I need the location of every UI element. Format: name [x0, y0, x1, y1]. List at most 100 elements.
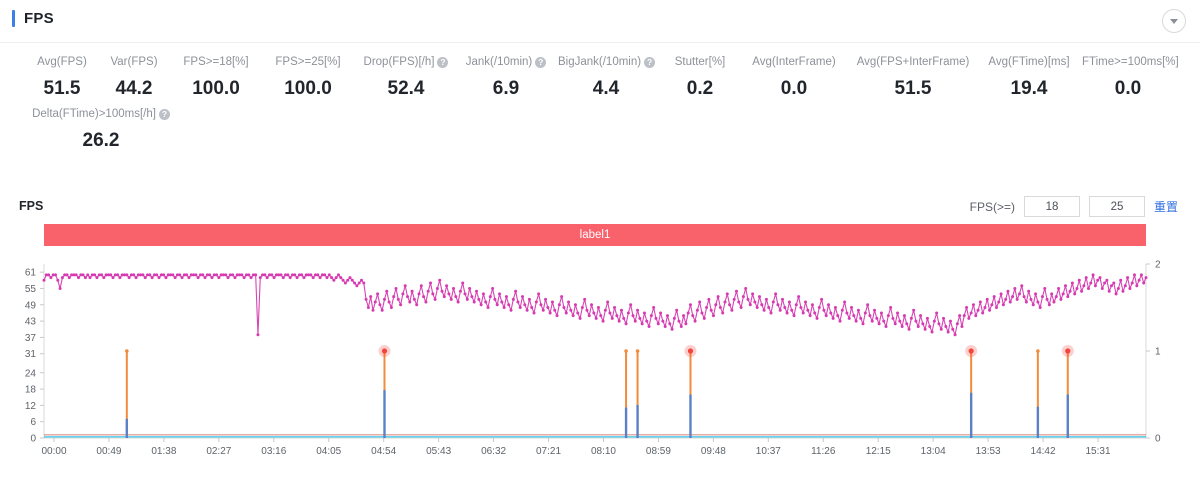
metric-delta-ftime-100ms-h: Delta(FTime)>100ms[/h]? 26.2: [26, 104, 176, 156]
metric-label-text: Avg(FPS+InterFrame): [856, 56, 970, 68]
metric-label-text: BigJank(/10min): [558, 56, 642, 68]
svg-text:04:54: 04:54: [371, 446, 396, 456]
label-banner[interactable]: label1: [44, 224, 1146, 246]
svg-text:13:04: 13:04: [921, 446, 946, 456]
svg-text:05:43: 05:43: [426, 446, 451, 456]
metric-label-text: Avg(InterFrame): [752, 56, 836, 68]
metric-label-text: Jank(/10min): [465, 56, 533, 68]
metric-label: FPS>=18[%]: [183, 53, 248, 71]
svg-text:08:10: 08:10: [591, 446, 616, 456]
svg-text:18: 18: [25, 385, 37, 396]
metric-label-text: Delta(FTime)>100ms[/h]: [32, 108, 156, 120]
metric-var-fps: Var(FPS) 44.2: [98, 52, 170, 104]
metric-bigjank-10min: BigJank(/10min)? 4.4: [554, 52, 658, 104]
metric-label: Avg(InterFrame): [752, 53, 836, 71]
metric-label: BigJank(/10min)?: [558, 53, 656, 71]
svg-text:12: 12: [25, 401, 37, 412]
metric-label: FPS>=25[%]: [275, 53, 340, 71]
svg-text:08:59: 08:59: [646, 446, 671, 456]
metric-avg-ftime-ms: Avg(FTime)[ms] 19.4: [980, 52, 1078, 104]
svg-text:12:15: 12:15: [866, 446, 891, 456]
metric-value: 100.0: [284, 78, 332, 99]
svg-text:01:38: 01:38: [151, 446, 176, 456]
svg-text:55: 55: [25, 284, 37, 295]
svg-text:0: 0: [30, 434, 36, 445]
metrics-row-primary: Avg(FPS) 51.5 Var(FPS) 44.2 FPS>=18[%] 100.0 F…: [0, 52, 1200, 104]
metric-drop-fps-h: Drop(FPS)[/h]? 52.4: [354, 52, 458, 104]
metric-label-text: Stutter[%]: [674, 56, 726, 68]
metric-value: 0.0: [780, 78, 808, 99]
metric-value: 44.2: [115, 78, 153, 99]
fps-threshold-low-input[interactable]: [1023, 196, 1080, 217]
collapse-panel-button[interactable]: [1162, 9, 1186, 33]
metric-label-text: FPS>=18[%]: [183, 56, 249, 68]
metric-label: Stutter[%]: [675, 53, 726, 71]
metric-value: 0.0: [1114, 78, 1142, 99]
svg-text:07:21: 07:21: [536, 446, 561, 456]
page-title: FPS: [12, 10, 54, 27]
metric-value: 51.5: [43, 78, 81, 99]
metrics-summary: Avg(FPS) 51.5 Var(FPS) 44.2 FPS>=18[%] 100.0 F…: [0, 52, 1200, 156]
chart-header: FPS FPS(>=) 重置: [0, 196, 1200, 222]
metric-label-text: FTime>=100ms[%]: [1082, 56, 1179, 68]
chevron-down-icon: [1170, 18, 1178, 24]
help-icon[interactable]: ?: [535, 56, 547, 68]
svg-text:1: 1: [1155, 347, 1161, 358]
metric-value: 52.4: [387, 78, 425, 99]
metric-label: Avg(FTime)[ms]: [988, 53, 1069, 71]
chart-title: FPS: [19, 199, 44, 213]
fps-plot[interactable]: 0 6 12 18 24 31 37 43 49 55 61 0 1 2 00:00 00:49 01:38 02…: [0, 256, 1200, 458]
help-icon[interactable]: ?: [644, 56, 656, 68]
svg-text:6: 6: [30, 417, 36, 428]
metric-label: Avg(FPS+InterFrame): [857, 53, 970, 71]
label-banner-text: label1: [579, 229, 611, 241]
svg-text:0: 0: [1155, 434, 1161, 445]
panel-header: FPS: [0, 0, 1200, 43]
metric-fps-18: FPS>=18[%] 100.0: [170, 52, 262, 104]
metrics-row-secondary: Delta(FTime)>100ms[/h]? 26.2: [0, 104, 1200, 156]
svg-text:03:16: 03:16: [261, 446, 286, 456]
metric-value: 4.4: [592, 78, 620, 99]
metric-value: 0.2: [686, 78, 714, 99]
svg-text:2: 2: [1155, 260, 1161, 271]
svg-text:14:42: 14:42: [1031, 446, 1056, 456]
svg-text:06:32: 06:32: [481, 446, 506, 456]
metric-label-text: Avg(FPS): [37, 56, 87, 68]
svg-text:00:00: 00:00: [41, 446, 66, 456]
help-icon[interactable]: ?: [158, 108, 170, 120]
help-icon[interactable]: ?: [437, 56, 449, 68]
metric-label: Avg(FPS): [37, 53, 87, 71]
panel-title-text: FPS: [24, 10, 54, 27]
svg-text:02:27: 02:27: [206, 446, 231, 456]
fps-threshold-label: FPS(>=): [969, 199, 1015, 214]
fps-threshold-high-input[interactable]: [1088, 196, 1145, 217]
metric-label-text: Avg(FTime)[ms]: [988, 56, 1070, 68]
metric-stutter: Stutter[%] 0.2: [658, 52, 742, 104]
svg-text:43: 43: [25, 317, 37, 328]
fps-threshold-controls: FPS(>=) 重置: [970, 196, 1178, 217]
metric-value: 100.0: [192, 78, 240, 99]
svg-text:37: 37: [25, 333, 37, 344]
svg-text:04:05: 04:05: [316, 446, 341, 456]
svg-text:00:49: 00:49: [96, 446, 121, 456]
svg-text:61: 61: [25, 268, 37, 279]
svg-text:31: 31: [25, 349, 37, 360]
metric-label: Jank(/10min)?: [465, 53, 547, 71]
svg-text:24: 24: [25, 368, 37, 379]
metric-ftime-100ms: FTime>=100ms[%] 0.0: [1078, 52, 1179, 104]
metric-value: 26.2: [82, 130, 120, 151]
metric-label: Var(FPS): [110, 53, 157, 71]
title-accent-bar: [12, 10, 15, 27]
metric-label: FTime>=100ms[%]: [1082, 53, 1179, 71]
svg-text:13:53: 13:53: [976, 446, 1001, 456]
metric-label: Delta(FTime)>100ms[/h]?: [32, 105, 170, 123]
metric-value: 6.9: [492, 78, 520, 99]
svg-text:15:31: 15:31: [1085, 446, 1110, 456]
metric-fps-25: FPS>=25[%] 100.0: [262, 52, 354, 104]
metric-label-text: Drop(FPS)[/h]: [363, 56, 435, 68]
metric-value: 51.5: [894, 78, 932, 99]
metric-value: 19.4: [1010, 78, 1048, 99]
reset-link[interactable]: 重置: [1153, 200, 1178, 214]
metric-label-text: Var(FPS): [110, 56, 158, 68]
